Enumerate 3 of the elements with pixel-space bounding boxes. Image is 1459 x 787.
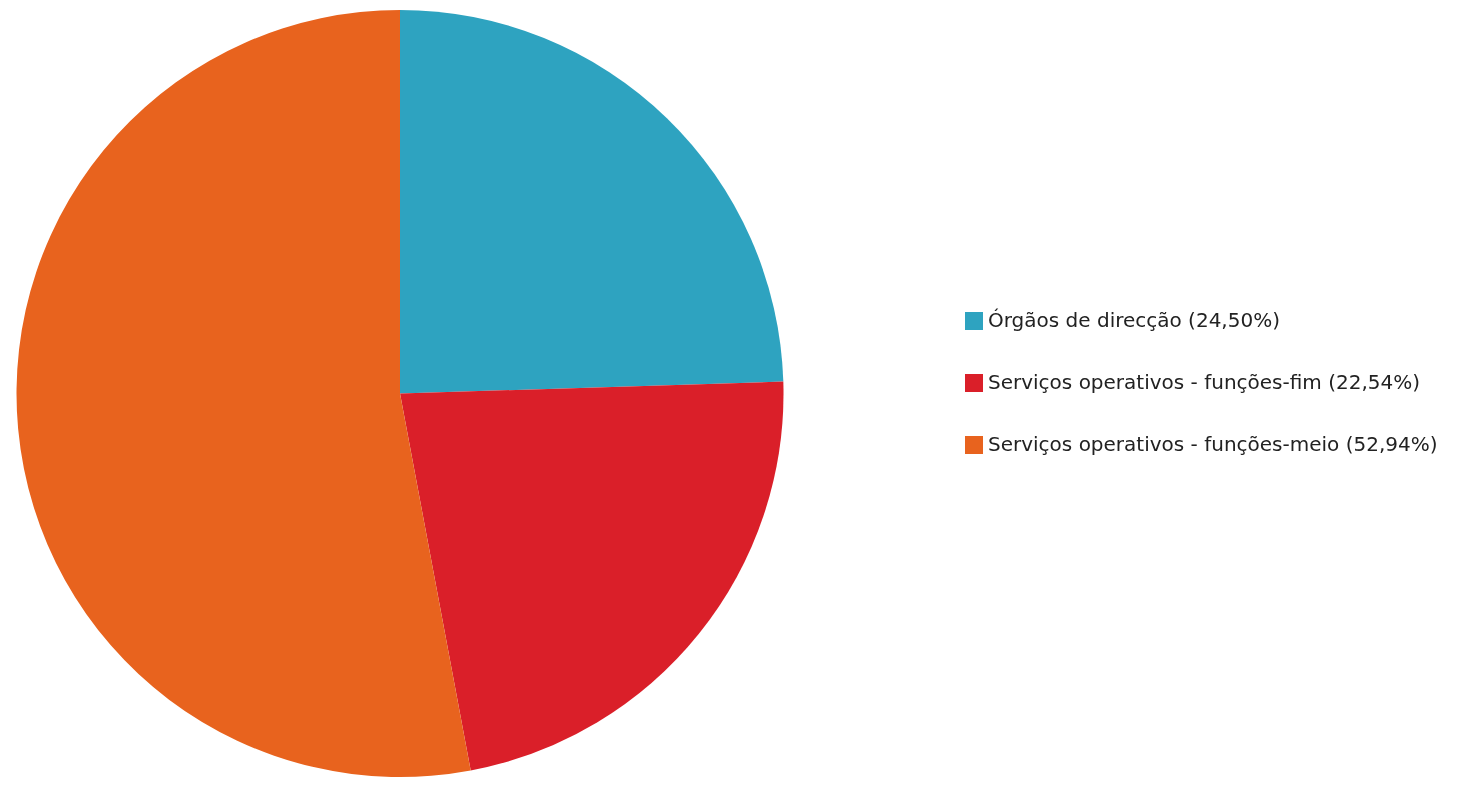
legend-label: Serviços operativos - funções-fim (22,54%) [988,368,1421,396]
legend-label: Serviços operativos - funções-meio (52,94%) [988,430,1438,458]
legend-label: Órgãos de direcção (24,50%) [988,306,1280,334]
